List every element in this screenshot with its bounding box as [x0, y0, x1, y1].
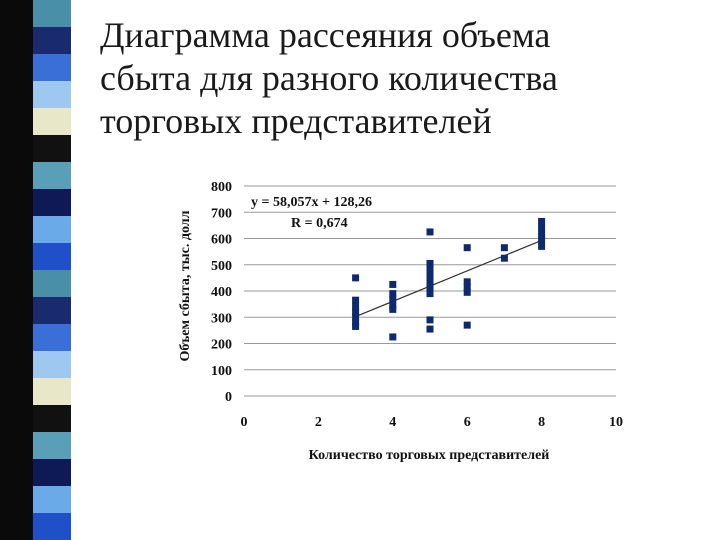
- data-point: [426, 259, 434, 267]
- data-point: [538, 231, 546, 239]
- stripe-edge: [0, 0, 33, 540]
- scatter-chart: 0 100 200 300 400 500 600 700 800 0 2 4 6 8 10 y = 58…: [178, 180, 624, 463]
- stripe-block: [33, 216, 71, 243]
- y-tick-label: 0: [225, 390, 232, 405]
- data-point: [426, 266, 434, 274]
- stripe-block: [33, 54, 71, 81]
- stripe-block: [33, 297, 71, 324]
- stripe-block: [33, 432, 71, 459]
- stripe-block: [33, 351, 71, 378]
- stripe-block: [33, 27, 71, 54]
- x-tick-label: 4: [389, 415, 396, 430]
- data-point: [352, 303, 360, 311]
- data-point: [389, 333, 397, 341]
- data-point: [463, 321, 471, 329]
- stripe-block: [33, 81, 71, 108]
- stripe-block: [33, 324, 71, 351]
- data-point: [426, 325, 434, 333]
- stripe-block: [33, 162, 71, 189]
- data-point: [352, 319, 360, 326]
- stripe-block: [33, 405, 71, 432]
- stripe-block: [33, 378, 71, 405]
- data-point: [538, 224, 546, 232]
- y-tick-label: 200: [211, 338, 232, 353]
- data-point: [389, 290, 397, 298]
- data-point: [352, 322, 360, 330]
- trendline-equation: y = 58,057x + 128,26: [251, 195, 372, 210]
- data-point: [352, 313, 360, 321]
- x-tick-label: 6: [464, 415, 471, 430]
- data-point: [463, 244, 471, 252]
- y-tick-label: 100: [211, 364, 232, 379]
- data-point: [352, 308, 360, 316]
- x-tick-labels: 0 2 4 6 8 10: [241, 415, 624, 430]
- y-tick-label: 600: [211, 233, 232, 248]
- data-point: [426, 273, 434, 281]
- x-tick-label: 2: [315, 415, 322, 430]
- data-point: [426, 278, 434, 286]
- data-point: [389, 295, 397, 303]
- data-point: [389, 305, 397, 313]
- title-line-3: торговых представителей: [100, 101, 492, 141]
- x-tick-label: 0: [241, 415, 248, 430]
- stripe-block: [33, 270, 71, 297]
- stripe-block: [33, 189, 71, 216]
- y-tick-label: 700: [211, 206, 232, 221]
- data-point: [426, 290, 434, 298]
- slide-title: Диаграмма рассеяния объема сбыта для раз…: [100, 14, 700, 143]
- stripe-block: [33, 0, 71, 27]
- data-point: [538, 217, 546, 225]
- title-line-1: Диаграмма рассеяния объема: [100, 15, 551, 55]
- data-point: [352, 296, 360, 304]
- stripe-block: [33, 513, 71, 540]
- x-tick-label: 10: [609, 415, 623, 430]
- data-point: [500, 254, 508, 262]
- trendline-r-label: R = 0,674: [291, 216, 348, 231]
- data-point: [538, 242, 546, 250]
- y-tick-label: 300: [211, 311, 232, 326]
- data-point: [500, 244, 508, 252]
- x-axis-label: Количество торговых представителей: [309, 448, 550, 463]
- data-point: [463, 278, 471, 286]
- y-tick-label: 400: [211, 285, 232, 300]
- trendline: [355, 239, 542, 318]
- y-tick-label: 800: [211, 180, 232, 195]
- data-point: [463, 288, 471, 296]
- x-tick-label: 8: [538, 415, 545, 430]
- data-points: [352, 217, 546, 341]
- title-line-2: сбыта для разного количества: [100, 58, 558, 98]
- y-axis-label: Объем сбыта, тыс. долл: [178, 210, 193, 361]
- data-point: [426, 316, 434, 324]
- y-tick-labels: 0 100 200 300 400 500 600 700 800: [211, 180, 232, 405]
- stripe-block: [33, 135, 71, 162]
- stripe-block: [33, 108, 71, 135]
- data-point: [426, 283, 434, 291]
- stripe-block: [33, 486, 71, 513]
- stripe-block: [33, 459, 71, 486]
- stripe-block: [33, 243, 71, 270]
- data-point: [389, 301, 397, 309]
- data-point: [389, 280, 397, 288]
- data-point: [538, 236, 546, 244]
- data-point: [463, 283, 471, 291]
- y-tick-label: 500: [211, 259, 232, 274]
- data-point: [352, 274, 360, 282]
- data-point: [426, 228, 434, 236]
- decorative-stripe: [0, 0, 71, 540]
